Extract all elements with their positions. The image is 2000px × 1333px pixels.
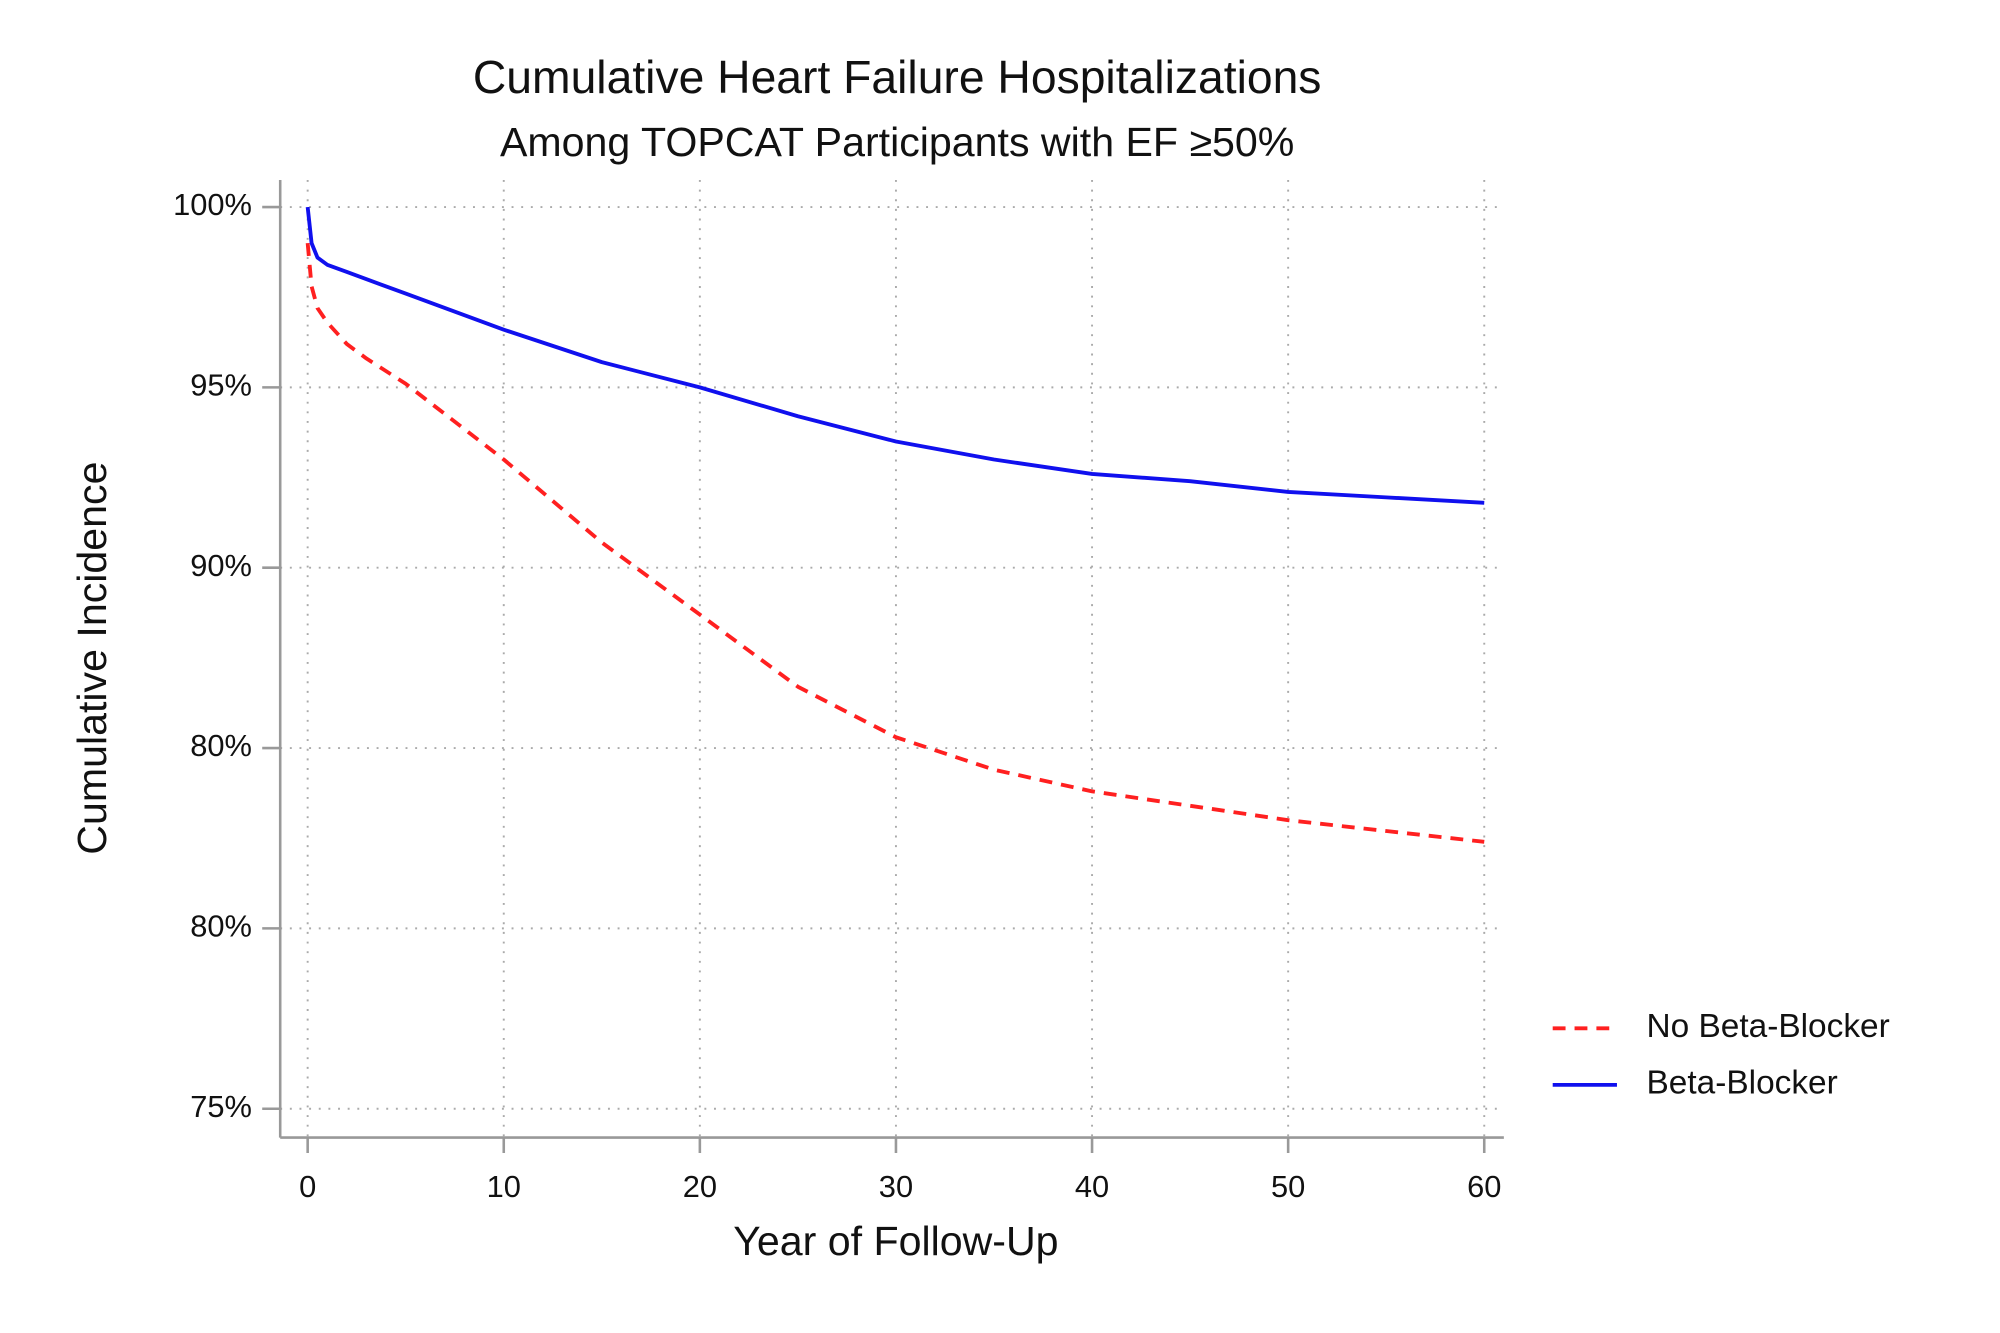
y-tick-label: 75% <box>190 1089 252 1124</box>
x-tick-label: 20 <box>683 1169 717 1204</box>
series-line <box>305 206 1485 505</box>
legend-label: Beta-Blocker <box>1647 1065 1838 1102</box>
x-tick-label: 50 <box>1271 1169 1305 1204</box>
y-tick-label: 100% <box>173 187 252 222</box>
chart-subtitle: Among TOPCAT Participants with EF ≥50% <box>500 119 1294 165</box>
x-tick-label: 40 <box>1075 1169 1109 1204</box>
y-tick-label: 90% <box>190 548 252 583</box>
x-tick-label: 60 <box>1467 1169 1501 1204</box>
x-axis-label: Year of Follow-Up <box>733 1218 1058 1264</box>
y-axis-label: Cumulative Incidence <box>69 462 115 855</box>
x-tick-label: 10 <box>487 1169 521 1204</box>
x-tick-label: 30 <box>879 1169 913 1204</box>
x-tick-label: 0 <box>299 1169 316 1204</box>
legend-label: No Beta-Blocker <box>1647 1008 1890 1045</box>
series-line <box>305 242 1485 844</box>
y-tick-label: 80% <box>190 728 252 763</box>
chart-title: Cumulative Heart Failure Hospitalization… <box>473 51 1322 103</box>
y-tick-label: 95% <box>190 368 252 403</box>
y-tick-label: 80% <box>190 909 252 944</box>
